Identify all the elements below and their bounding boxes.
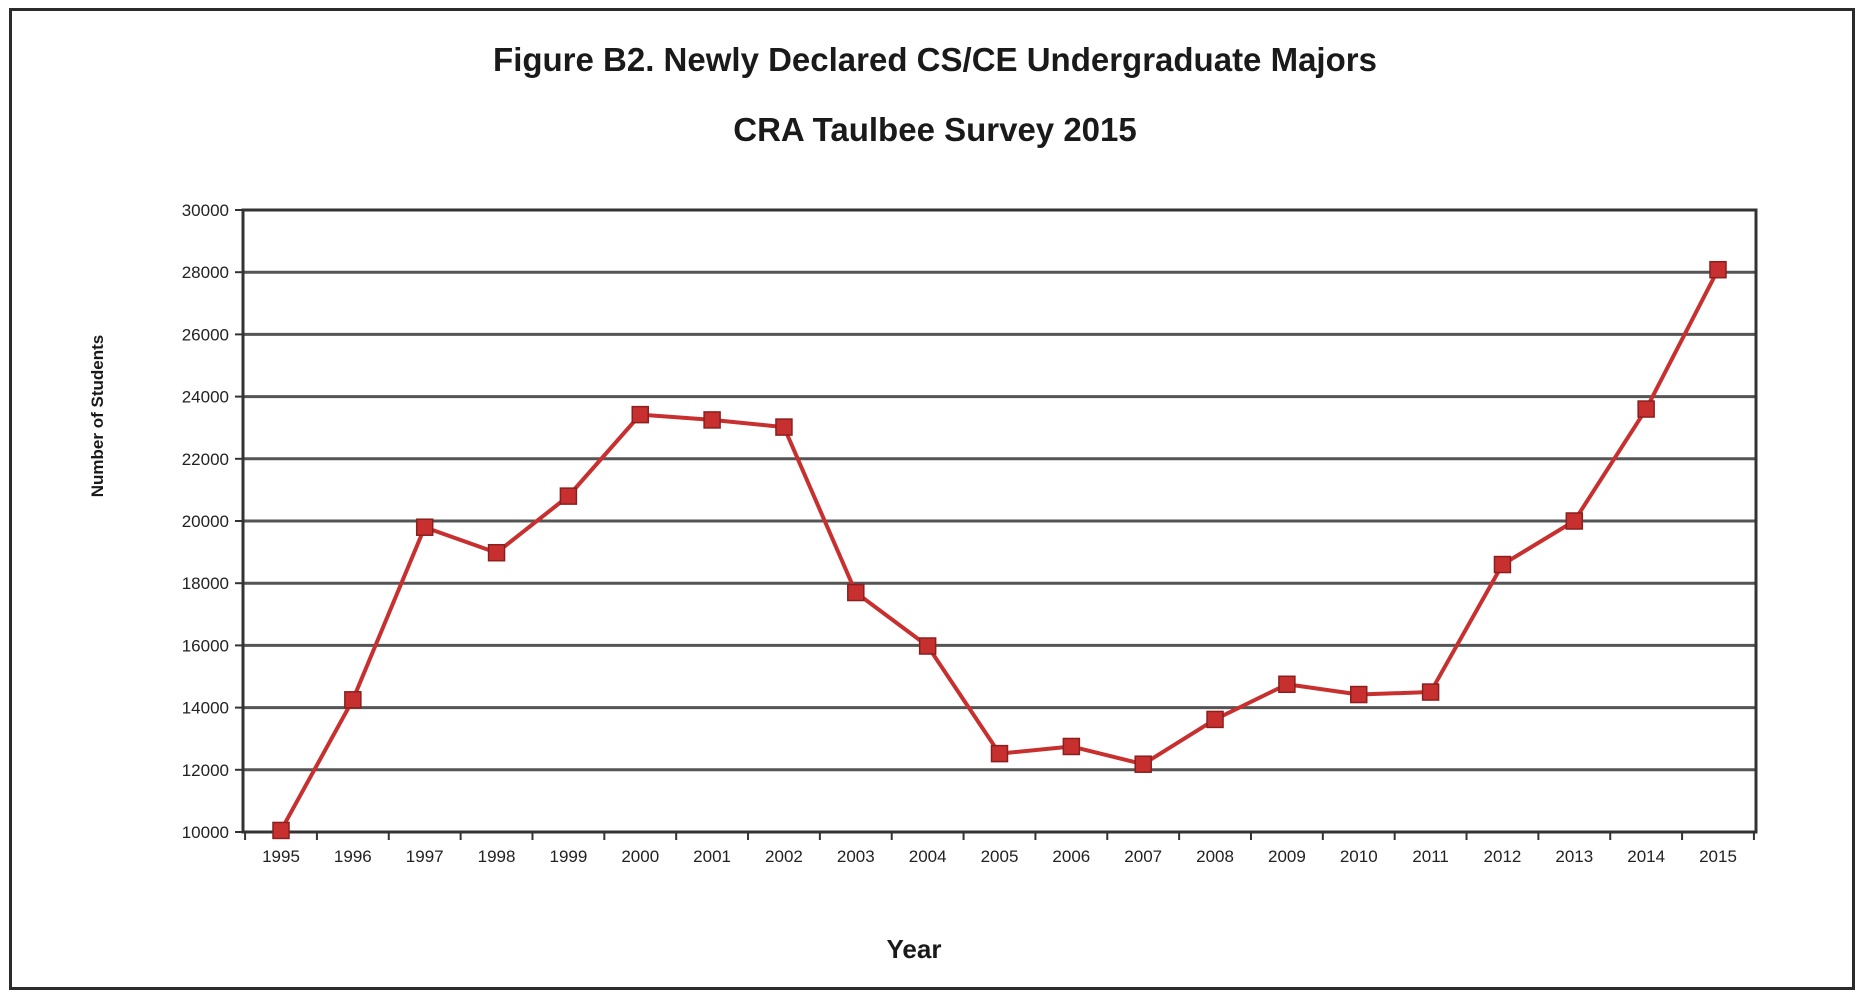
- chart-title: Figure B2. Newly Declared CS/CE Undergra…: [493, 41, 1377, 78]
- data-point: [1493, 555, 1512, 574]
- grid-layer: [243, 208, 1756, 834]
- data-layer: [272, 260, 1727, 840]
- x-tick-label: 2014: [1627, 847, 1665, 866]
- x-tick-label: 1997: [406, 847, 444, 866]
- x-tick-label: 2003: [837, 847, 875, 866]
- data-point: [631, 405, 649, 424]
- data-point: [775, 418, 793, 436]
- y-tick-label: 12000: [182, 761, 229, 780]
- data-point: [1062, 737, 1081, 756]
- x-tick-label: 2001: [693, 847, 731, 866]
- x-tick-label: 2000: [621, 847, 659, 866]
- y-axis-label: Number of Students: [88, 335, 107, 497]
- data-point: [1421, 683, 1440, 701]
- y-tick-label: 14000: [182, 699, 229, 718]
- y-tick-label: 26000: [182, 325, 229, 344]
- data-point: [344, 691, 362, 709]
- x-tick-label: 2008: [1196, 847, 1234, 866]
- x-tick-label: 2011: [1412, 847, 1449, 866]
- y-tick-label: 22000: [182, 450, 229, 469]
- y-tick-label: 28000: [182, 263, 229, 282]
- x-tick-label: 2002: [765, 847, 803, 866]
- y-tick-label: 18000: [182, 574, 229, 593]
- data-point: [272, 821, 290, 840]
- x-tick-label: 2015: [1699, 847, 1737, 866]
- x-tick-label: 2010: [1340, 847, 1378, 866]
- x-axis-label: Year: [887, 934, 942, 964]
- data-point: [1637, 400, 1655, 418]
- data-point: [1350, 685, 1368, 704]
- x-tick-label: 2009: [1268, 847, 1306, 866]
- x-tick-label: 2006: [1052, 847, 1090, 866]
- x-tick-label: 1995: [262, 847, 300, 866]
- chart-subtitle: CRA Taulbee Survey 2015: [733, 111, 1137, 148]
- data-point: [990, 744, 1009, 763]
- data-point: [703, 411, 721, 429]
- data-point: [1134, 755, 1152, 773]
- y-tick-label: 20000: [182, 512, 229, 531]
- x-tick-label: 1998: [478, 847, 516, 866]
- data-point: [1206, 710, 1224, 729]
- x-tick-label: 2012: [1484, 847, 1522, 866]
- x-tick-label: 1999: [549, 847, 587, 866]
- plot-frame: [241, 208, 1758, 834]
- y-tick-label: 16000: [182, 636, 229, 655]
- data-point: [1565, 512, 1584, 530]
- x-tick-label: 1996: [334, 847, 372, 866]
- data-point: [847, 583, 865, 602]
- data-point: [487, 543, 506, 562]
- x-tick-label: 2007: [1124, 847, 1162, 866]
- y-tick-label: 10000: [182, 823, 229, 842]
- axis-layer: 10000 12000 14000 16000 18000 20000 22000 24000…: [182, 201, 1758, 866]
- data-point: [1709, 260, 1727, 279]
- x-tick-label: 2013: [1555, 847, 1593, 866]
- x-tick-label: 2005: [981, 847, 1019, 866]
- y-tick-label: 30000: [182, 201, 229, 220]
- data-point: [415, 518, 434, 536]
- data-point: [559, 487, 578, 505]
- data-point: [918, 637, 937, 655]
- y-tick-label: 24000: [182, 388, 229, 407]
- data-point: [1278, 675, 1296, 694]
- x-tick-label: 2004: [909, 847, 947, 866]
